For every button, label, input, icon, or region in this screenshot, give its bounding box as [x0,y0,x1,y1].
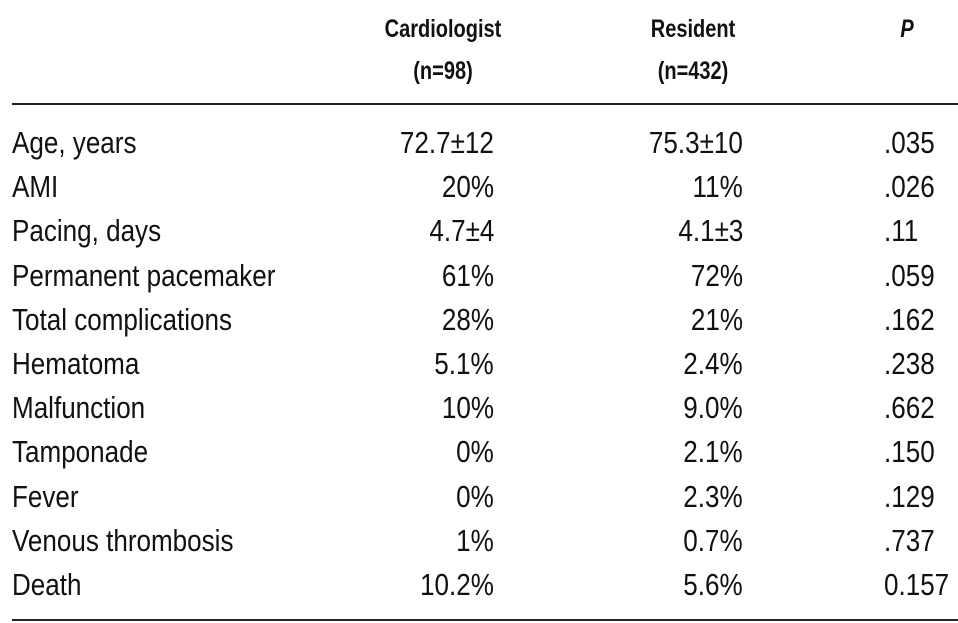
p-value: .026 [884,169,935,205]
row-label: Hematoma [12,346,140,381]
p-value: .737 [884,522,935,558]
p-value: .150 [884,434,935,470]
cell-value: 11% [692,169,743,205]
cell-value: 9.0% [683,390,743,426]
cell-value: 21% [690,301,743,337]
row-label: Venous thrombosis [12,522,234,558]
row-label: Age, years [12,125,137,160]
cell-value: 2.1% [683,434,743,470]
p-value: .129 [884,478,935,514]
row-label: Death [12,567,82,602]
cell-value: 0% [456,434,494,470]
cell-value: 1% [456,522,494,558]
header-rule [12,103,958,105]
column-header: Cardiologist [384,15,502,43]
cell-value: 28% [441,301,494,337]
p-value: .11 [884,213,919,249]
p-value: .662 [884,390,935,426]
row-label: Pacing, days [12,213,162,249]
p-value: .162 [884,301,935,337]
row-label: Fever [12,478,79,514]
cell-value: 5.6% [683,567,743,602]
row-label: Malfunction [12,390,146,426]
row-label: Tamponade [12,434,149,470]
cell-value: 10.2% [420,567,494,602]
cell-value: 20% [441,169,494,205]
column-header: (n=432) [657,57,729,85]
p-value: .059 [884,257,935,293]
cell-value: 72% [690,257,743,293]
cell-value: 61% [441,257,494,293]
p-value: .035 [884,125,935,160]
cell-value: 10% [441,390,494,426]
row-label: Total complications [12,301,233,337]
cell-value: 72.7±12 [400,125,494,160]
cell-value: 0.7% [683,522,743,558]
cell-value: 4.7±4 [429,213,494,249]
cell-value: 2.3% [683,478,743,514]
cell-value: 5.1% [434,346,494,381]
p-value: 0.157 [884,567,950,602]
cell-value: 4.1±3 [678,213,743,249]
row-label: AMI [12,169,59,205]
cell-value: 2.4% [683,346,743,381]
column-header: (n=98) [413,57,473,85]
bottom-rule [12,619,958,621]
cell-value: 0% [456,478,494,514]
p-value: .238 [884,346,935,381]
row-label: Permanent pacemaker [12,257,276,293]
column-header: Resident [650,15,736,43]
column-header: P [900,15,914,43]
cell-value: 75.3±10 [649,125,743,160]
